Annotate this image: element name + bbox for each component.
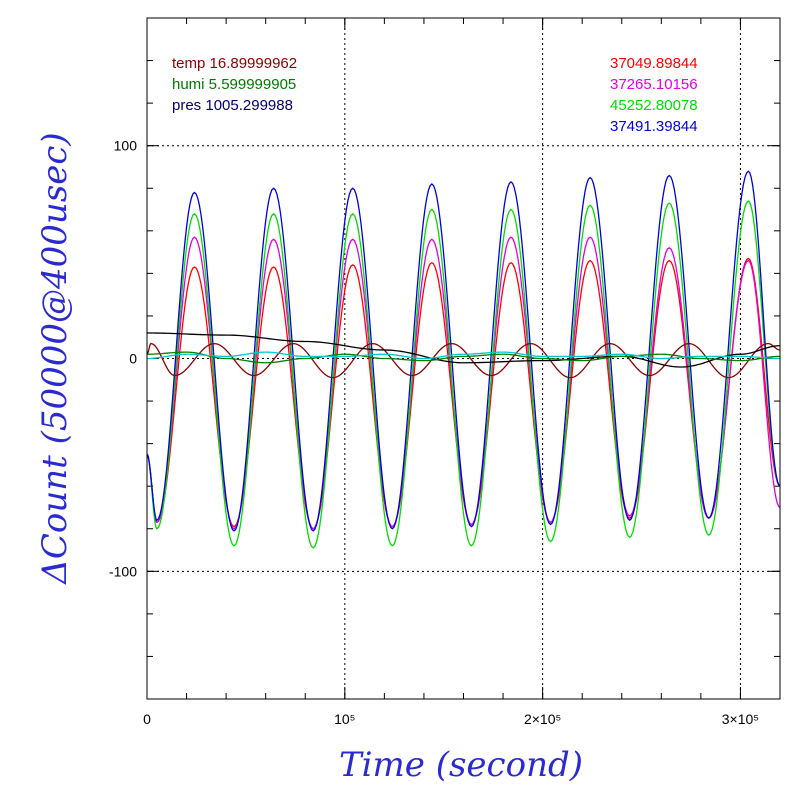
env-legend-entry: temp 16.89999962 (172, 55, 297, 72)
x-tick-label: 0 (143, 711, 151, 727)
series-legend-entry: 37049.89844 (610, 55, 698, 72)
y-tick-label: -100 (109, 563, 137, 579)
x-tick-label: 2×10⁵ (524, 711, 561, 727)
series-line-5 (147, 332, 780, 368)
x-axis-title: Time (second) (339, 745, 583, 785)
series-legend-entry: 37265.10156 (610, 76, 698, 93)
series-legend-entry: 37491.39844 (610, 118, 698, 135)
series-line-2 (147, 200, 780, 549)
tick-labels: 0 10⁵ 2×10⁵ 3×10⁵ 100 0 -100 (109, 138, 759, 727)
plot-area (147, 170, 780, 549)
legend: temp 16.89999962 humi 5.599999905 pres 100… (172, 55, 698, 135)
plot-frame (146, 17, 781, 700)
series-legend-entry: 45252.80078 (610, 97, 698, 114)
x-tick-label: 10⁵ (334, 711, 355, 727)
y-tick-label: 0 (129, 351, 137, 367)
y-axis-title: ΔCount (50000@400usec) (35, 132, 75, 585)
x-tick-label: 3×10⁵ (722, 711, 759, 727)
series-line-6 (147, 351, 780, 364)
minor-ticks (146, 17, 781, 700)
env-legend-entry: pres 1005.299988 (172, 97, 293, 114)
env-legend-entry: humi 5.599999905 (172, 76, 296, 93)
series-line-7 (147, 351, 780, 360)
y-tick-label: 100 (114, 138, 138, 154)
series-layer (147, 170, 780, 549)
series-line-4 (147, 342, 780, 379)
